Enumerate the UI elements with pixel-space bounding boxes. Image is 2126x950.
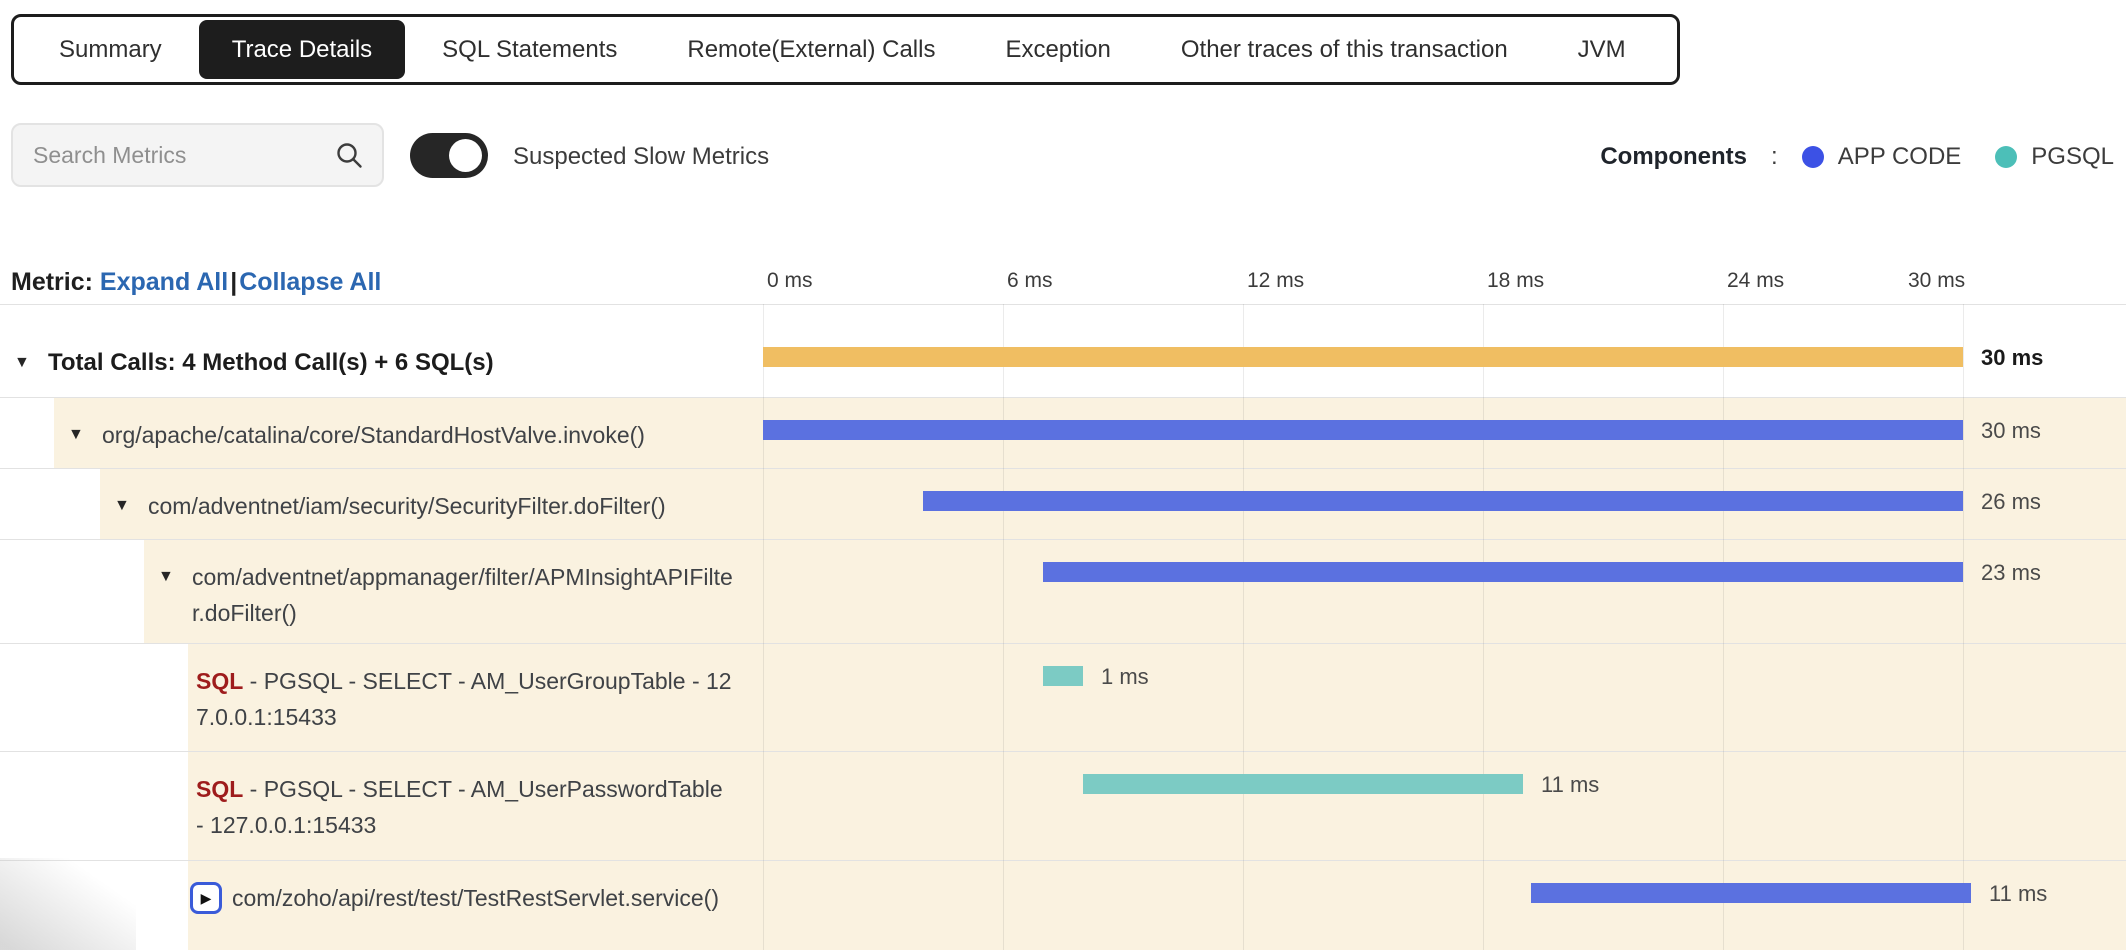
duration-label: 11 ms — [1989, 881, 2048, 906]
timeline-cell: 26 ms — [763, 469, 2041, 539]
tab-summary[interactable]: Summary — [26, 20, 195, 79]
duration-bar[interactable] — [1043, 666, 1083, 686]
legend-label: APP CODE — [1837, 143, 1962, 170]
tab-bar: Summary Trace Details SQL Statements Remote… — [11, 14, 1680, 85]
collapse-caret-icon[interactable]: ▼ — [114, 497, 130, 514]
tab-exception[interactable]: Exception — [972, 20, 1143, 79]
link-divider: | — [230, 268, 238, 296]
row-background — [144, 540, 2126, 643]
duration-label: 30 ms — [1981, 345, 2044, 370]
metric-name-text[interactable]: - PGSQL - SELECT - AM_UserPasswordTable … — [196, 776, 723, 838]
metric-name-text[interactable]: Total Calls: 4 Method Call(s) + 6 SQL(s) — [48, 349, 494, 376]
legend-label: PGSQL — [2031, 143, 2114, 170]
metric-name-text[interactable]: com/adventnet/iam/security/SecurityFilte… — [148, 493, 666, 519]
trace-row: ▼ org/apache/catalina/core/StandardHostVa… — [0, 397, 2126, 468]
legend-item-pgsql: PGSQL — [1995, 143, 2114, 171]
time-axis: 0 ms 6 ms 12 ms 18 ms 24 ms 30 ms — [0, 269, 2126, 299]
collapse-caret-icon[interactable]: ▼ — [68, 426, 84, 443]
collapse-caret-icon[interactable]: ▼ — [158, 568, 174, 585]
sql-prefix-label: SQL — [196, 776, 244, 802]
trace-row: SQL - PGSQL - SELECT - AM_UserPasswordTa… — [0, 751, 2126, 860]
metric-name[interactable]: ▼ com/adventnet/iam/security/SecurityFilt… — [100, 469, 745, 539]
trace-row: ▼ com/adventnet/iam/security/SecurityFilt… — [0, 468, 2126, 539]
trace-row: SQL - PGSQL - SELECT - AM_UserGroupTable… — [0, 643, 2126, 751]
trace-table: ▼ Total Calls: 4 Method Call(s) + 6 SQL(s… — [0, 304, 2126, 950]
search-input[interactable] — [31, 140, 334, 170]
toggle-label: Suspected Slow Metrics — [513, 143, 770, 170]
duration-label: 1 ms — [1100, 664, 1149, 689]
metric-name-text[interactable]: com/zoho/api/rest/test/TestRestServlet.s… — [232, 885, 719, 911]
collapse-caret-icon[interactable]: ▼ — [14, 354, 30, 371]
expand-all-link[interactable]: Expand All — [99, 268, 229, 296]
duration-bar[interactable] — [1531, 883, 1971, 903]
play-icon[interactable]: ▶ — [190, 882, 222, 914]
metric-name[interactable]: ▼ org/apache/catalina/core/StandardHostVa… — [54, 398, 745, 468]
duration-label: 26 ms — [1981, 489, 2041, 514]
timeline-cell: 11 ms — [763, 752, 1963, 860]
trace-row: ▶ com/zoho/api/rest/test/TestRestServlet.… — [0, 860, 2126, 950]
components-legend: Components : APP CODE PGSQL — [1600, 143, 2114, 171]
legend-title: Components — [1600, 143, 1748, 170]
tab-jvm[interactable]: JVM — [1545, 20, 1659, 79]
axis-tick-label: 18 ms — [1487, 269, 1545, 292]
duration-bar[interactable] — [923, 491, 1963, 511]
search-box[interactable] — [11, 123, 384, 187]
timeline-cell: 11 ms — [763, 861, 2047, 950]
tab-trace-details[interactable]: Trace Details — [198, 20, 406, 79]
row-background — [188, 644, 2126, 751]
duration-bar[interactable] — [763, 420, 1963, 440]
sql-prefix-label: SQL — [196, 668, 244, 694]
duration-bar[interactable] — [1083, 774, 1523, 794]
row-background — [188, 861, 2126, 950]
metric-name[interactable]: ▼ com/adventnet/appmanager/filter/APMInsi… — [144, 540, 745, 643]
metric-name-text[interactable]: - PGSQL - SELECT - AM_UserGroupTable - 1… — [196, 668, 732, 730]
axis-tick-label: 0 ms — [767, 269, 813, 292]
trace-row: ▼ Total Calls: 4 Method Call(s) + 6 SQL(s… — [0, 304, 2126, 397]
axis-tick-label: 30 ms — [1908, 269, 1966, 292]
timeline-cell: 30 ms — [763, 305, 2043, 397]
metric-name[interactable]: ▶ com/zoho/api/rest/test/TestRestServlet.… — [188, 861, 745, 950]
metric-name-text[interactable]: org/apache/catalina/core/StandardHostVal… — [102, 422, 645, 448]
legend-item-app-code: APP CODE — [1801, 143, 1962, 171]
timeline-cell: 30 ms — [763, 398, 2041, 468]
tab-remote-external-calls[interactable]: Remote(External) Calls — [654, 20, 968, 79]
metric-label: Metric: — [11, 268, 93, 296]
metric-name[interactable]: SQL - PGSQL - SELECT - AM_UserPasswordTa… — [188, 752, 745, 860]
search-icon[interactable] — [334, 140, 364, 170]
collapse-all-link[interactable]: Collapse All — [239, 268, 382, 296]
metric-name[interactable]: SQL - PGSQL - SELECT - AM_UserGroupTable… — [188, 644, 745, 751]
axis-tick-label: 12 ms — [1247, 269, 1305, 292]
row-background — [188, 752, 2126, 860]
legend-items: APP CODE PGSQL — [1801, 143, 2114, 171]
legend-colon: : — [1771, 143, 1778, 170]
timeline-cell: 23 ms — [763, 540, 2041, 643]
suspected-slow-metrics-toggle[interactable] — [410, 133, 488, 178]
axis-tick-label: 24 ms — [1727, 269, 1785, 292]
metric-name[interactable]: ▼ Total Calls: 4 Method Call(s) + 6 SQL(s… — [0, 305, 745, 397]
duration-label: 11 ms — [1541, 772, 1600, 797]
duration-label: 23 ms — [1981, 560, 2041, 585]
axis-tick-label: 6 ms — [1007, 269, 1053, 292]
duration-bar[interactable] — [1043, 562, 1963, 582]
toggle-knob — [449, 139, 482, 172]
tab-other-traces-of-this-transaction[interactable]: Other traces of this transaction — [1148, 20, 1541, 79]
legend-dot-icon — [1801, 146, 1824, 168]
metric-bar: Metric: Expand All|Collapse All — [11, 268, 381, 297]
tab-sql-statements[interactable]: SQL Statements — [409, 20, 650, 79]
duration-label: 30 ms — [1981, 418, 2041, 443]
metric-name-text[interactable]: com/adventnet/appmanager/filter/APMInsig… — [192, 564, 733, 626]
trace-row: ▼ com/adventnet/appmanager/filter/APMInsi… — [0, 539, 2126, 643]
timeline-cell: 1 ms — [763, 644, 1963, 751]
legend-dot-icon — [1995, 146, 2018, 168]
duration-bar[interactable] — [763, 347, 1963, 367]
